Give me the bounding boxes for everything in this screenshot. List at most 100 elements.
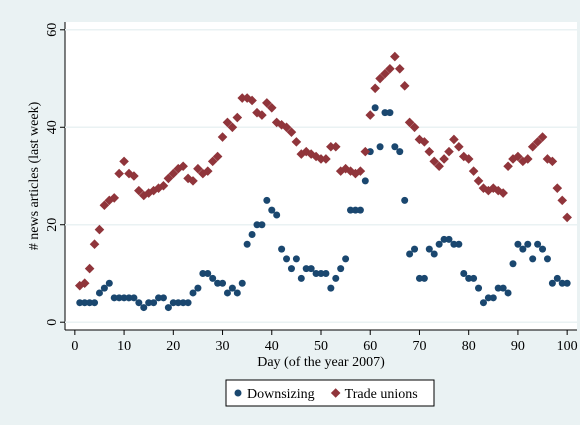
point bbox=[439, 154, 449, 164]
point bbox=[404, 117, 415, 128]
point bbox=[193, 163, 203, 174]
point bbox=[291, 137, 302, 147]
point bbox=[273, 211, 281, 219]
point bbox=[158, 180, 169, 191]
point bbox=[411, 245, 419, 253]
point bbox=[302, 265, 310, 273]
point bbox=[376, 143, 384, 151]
point bbox=[409, 122, 420, 133]
y-axis-label: # news articles (last week) bbox=[27, 101, 42, 250]
point bbox=[509, 260, 517, 268]
point bbox=[262, 98, 272, 108]
point bbox=[281, 122, 292, 133]
point bbox=[292, 255, 300, 263]
x-tick-label: 40 bbox=[265, 339, 279, 354]
point bbox=[212, 151, 223, 162]
x-tick-label: 60 bbox=[363, 339, 377, 354]
point bbox=[202, 166, 213, 176]
point bbox=[347, 206, 355, 214]
point bbox=[494, 284, 502, 292]
point bbox=[356, 206, 364, 214]
point bbox=[99, 200, 110, 211]
point bbox=[327, 284, 335, 292]
point bbox=[94, 224, 105, 235]
point bbox=[342, 255, 350, 263]
x-tick-label: 20 bbox=[166, 339, 180, 354]
point bbox=[258, 221, 266, 229]
point bbox=[406, 250, 414, 258]
point bbox=[163, 173, 174, 184]
point bbox=[188, 176, 198, 186]
y-tick-label: 0 bbox=[45, 319, 60, 326]
point bbox=[420, 274, 428, 282]
point bbox=[337, 265, 345, 273]
point bbox=[104, 195, 115, 206]
point bbox=[463, 154, 474, 164]
point bbox=[454, 141, 464, 152]
point bbox=[366, 148, 374, 156]
point bbox=[371, 104, 379, 112]
point bbox=[283, 255, 291, 263]
point bbox=[455, 240, 463, 248]
point bbox=[449, 134, 459, 145]
point bbox=[159, 294, 167, 302]
point bbox=[150, 299, 158, 307]
point bbox=[419, 137, 430, 147]
point bbox=[242, 93, 252, 103]
point bbox=[391, 143, 399, 151]
x-tick-label: 10 bbox=[117, 339, 131, 354]
point bbox=[370, 83, 380, 94]
point bbox=[488, 183, 499, 193]
point bbox=[380, 68, 390, 79]
point bbox=[430, 250, 438, 258]
point bbox=[100, 284, 108, 292]
point bbox=[297, 274, 305, 282]
point bbox=[135, 299, 143, 307]
point bbox=[326, 141, 336, 152]
point bbox=[223, 289, 231, 297]
point bbox=[553, 274, 561, 282]
point bbox=[227, 122, 238, 133]
point bbox=[143, 188, 154, 198]
point bbox=[499, 284, 507, 292]
point bbox=[539, 245, 547, 253]
point bbox=[219, 279, 227, 287]
point bbox=[399, 81, 410, 91]
point bbox=[562, 212, 572, 223]
point bbox=[518, 156, 528, 167]
point bbox=[532, 137, 543, 147]
point bbox=[228, 284, 236, 292]
point bbox=[296, 149, 307, 159]
point bbox=[445, 235, 453, 243]
point bbox=[322, 269, 330, 277]
point bbox=[317, 269, 325, 277]
point bbox=[307, 265, 315, 273]
point bbox=[263, 196, 271, 204]
point bbox=[330, 141, 341, 152]
point bbox=[79, 278, 90, 289]
point bbox=[415, 274, 423, 282]
point bbox=[479, 299, 487, 307]
point bbox=[385, 63, 395, 74]
point bbox=[174, 299, 182, 307]
point bbox=[483, 185, 494, 196]
point bbox=[503, 161, 513, 172]
point bbox=[105, 279, 113, 287]
point bbox=[179, 299, 187, 307]
point bbox=[301, 146, 312, 157]
point bbox=[396, 148, 404, 156]
point bbox=[375, 73, 385, 84]
point bbox=[110, 294, 118, 302]
point bbox=[145, 299, 153, 307]
point bbox=[278, 245, 286, 253]
point bbox=[425, 245, 433, 253]
point bbox=[247, 95, 257, 106]
point bbox=[130, 294, 138, 302]
point bbox=[547, 156, 558, 167]
point bbox=[89, 239, 100, 250]
point bbox=[316, 154, 326, 164]
point bbox=[381, 109, 389, 117]
point bbox=[493, 185, 504, 196]
point bbox=[266, 102, 277, 113]
